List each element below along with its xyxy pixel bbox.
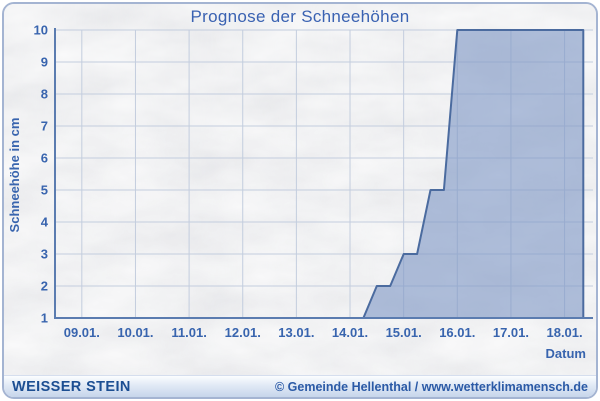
y-tick-label: 6 [41, 151, 48, 166]
x-tick-label: 13.01. [278, 325, 314, 340]
x-tick-label: 10.01. [117, 325, 153, 340]
x-tick-label: 14.01. [332, 325, 368, 340]
x-tick-label: 15.01. [386, 325, 422, 340]
y-tick-label: 7 [41, 119, 48, 134]
y-tick-label: 8 [41, 87, 48, 102]
y-tick-label: 9 [41, 55, 48, 70]
x-tick-label: 12.01. [225, 325, 261, 340]
chart-title: Prognose der Schneehöhen [190, 7, 410, 26]
y-tick-label: 5 [41, 183, 48, 198]
y-tick-label: 4 [41, 215, 49, 230]
x-tick-label: 17.01. [493, 325, 529, 340]
x-tick-label: 09.01. [64, 325, 100, 340]
area-series-outline [55, 29, 585, 319]
chart-canvas: 1 2 3 4 5 6 7 8 9 10 09.01. 10.01. 11.01. 12.01. 13.01… [34, 23, 593, 361]
y-tick-label: 3 [41, 247, 48, 262]
area-series-fill [55, 30, 584, 318]
station-name: WEISSER STEIN [12, 378, 131, 395]
copyright-credit-link[interactable]: © Gemeinde Hellenthal / www.wetterklimam… [274, 379, 588, 394]
x-tick-label: 11.01. [171, 325, 206, 340]
x-tick-label: 18.01. [546, 325, 582, 340]
y-tick-label: 10 [34, 23, 48, 38]
x-axis-title: Datum [546, 346, 586, 361]
x-tick-label: 16.01. [439, 325, 475, 340]
y-tick-label: 1 [41, 311, 48, 326]
y-tick-label: 2 [41, 279, 48, 294]
footer-bar: WEISSER STEIN © Gemeinde Hellenthal / ww… [4, 375, 596, 397]
